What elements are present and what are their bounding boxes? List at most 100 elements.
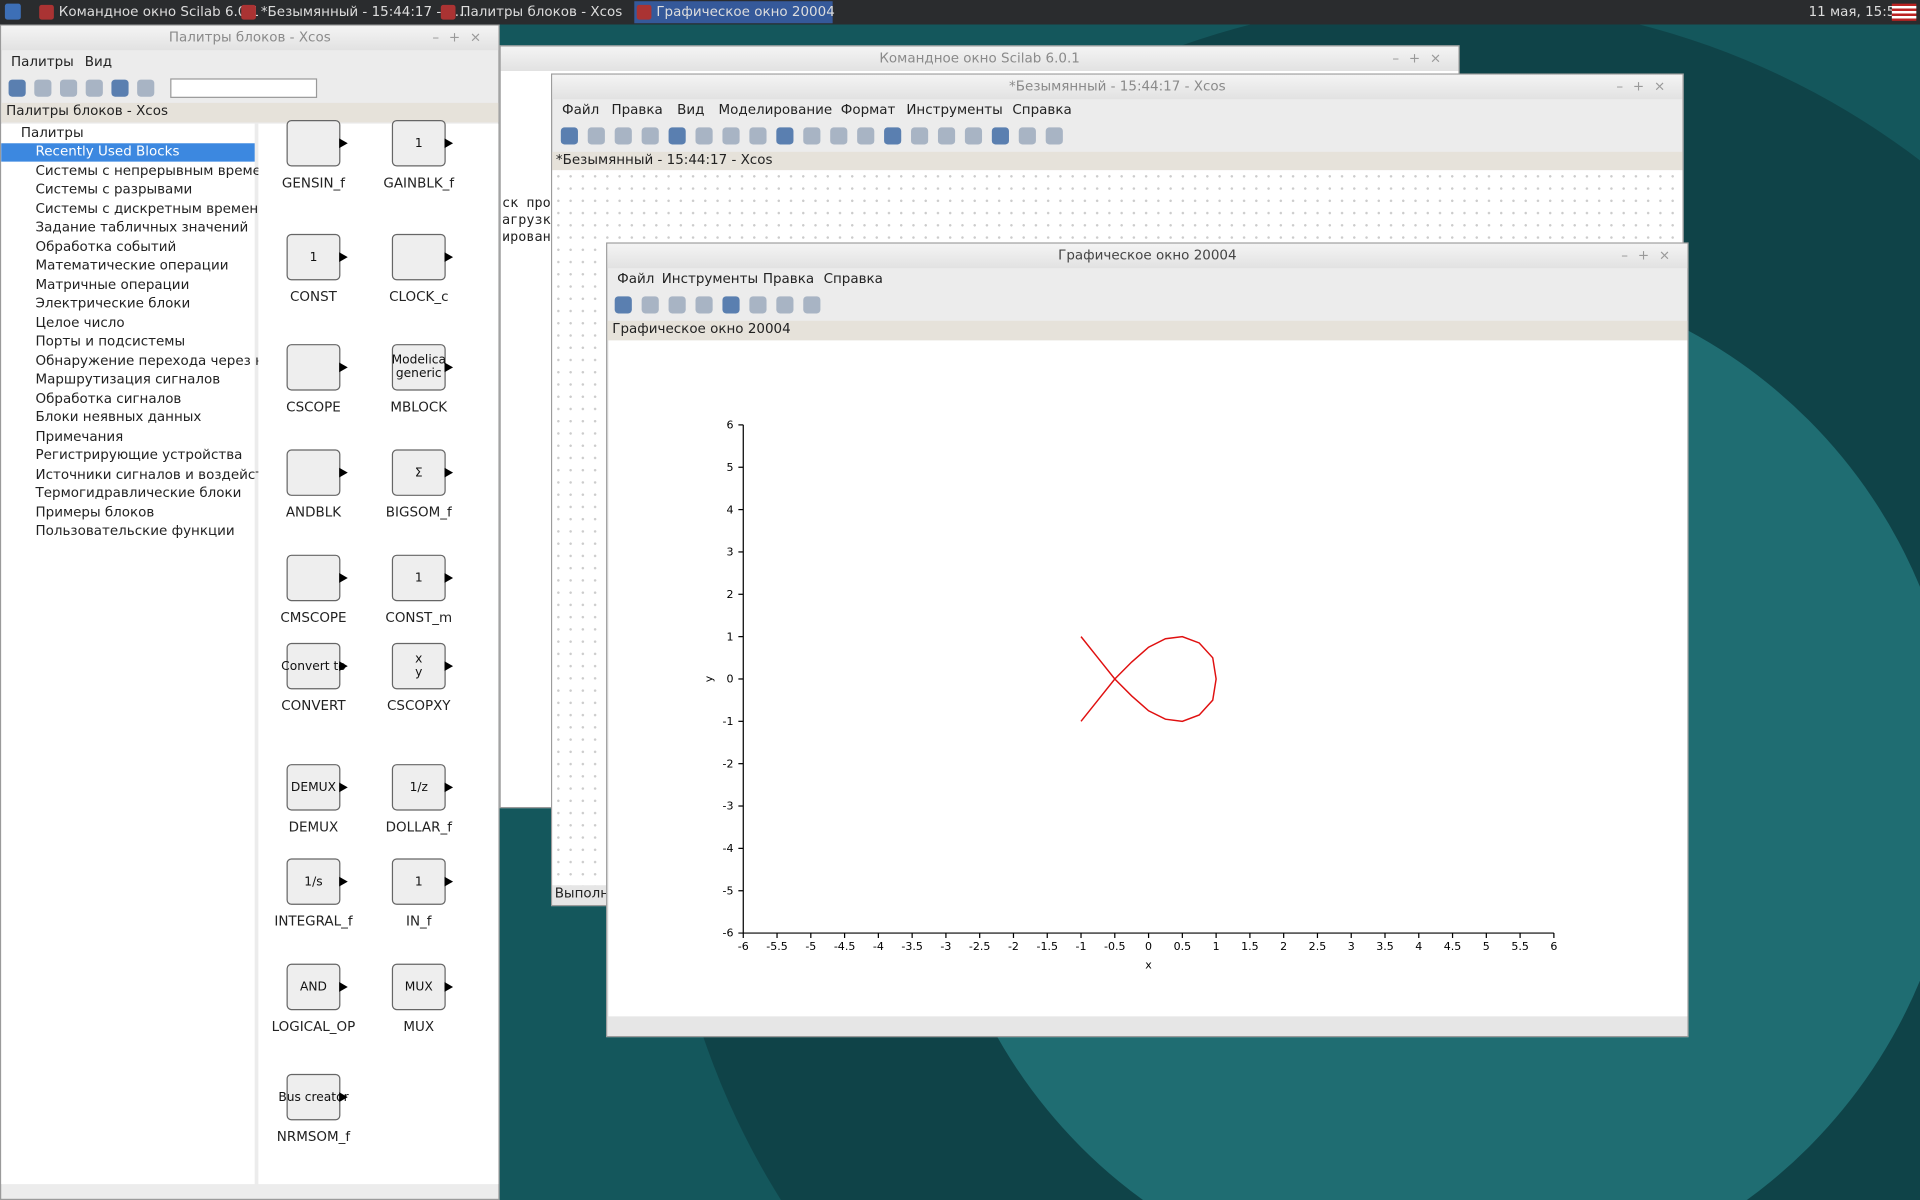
block-icon[interactable]: 1 bbox=[391, 120, 454, 167]
window-controls[interactable]: –+× bbox=[1621, 247, 1680, 264]
toolbar-button[interactable] bbox=[749, 296, 767, 314]
block-icon[interactable]: 1 bbox=[286, 233, 348, 281]
tree-item[interactable]: Матричные операции bbox=[1, 276, 254, 294]
toolbar-button[interactable] bbox=[60, 79, 78, 97]
menu-item[interactable]: Инструменты bbox=[661, 270, 759, 287]
menu-item[interactable]: Вид bbox=[84, 53, 113, 70]
toolbar-button[interactable] bbox=[749, 127, 767, 145]
toolbar-button[interactable] bbox=[668, 127, 686, 145]
block-icon[interactable] bbox=[286, 554, 348, 602]
tree-item[interactable]: Математические операции bbox=[1, 257, 254, 275]
block-icon[interactable]: Convert to bbox=[281, 642, 348, 690]
block-icon[interactable]: Bus creator bbox=[278, 1073, 349, 1121]
toolbar-button[interactable] bbox=[85, 79, 103, 97]
menu-item[interactable]: Файл bbox=[562, 101, 600, 118]
toolbar-button[interactable] bbox=[668, 296, 686, 314]
block-icon[interactable]: MUX bbox=[391, 963, 454, 1011]
tree-item[interactable]: Термогидравлические блоки bbox=[1, 485, 254, 503]
toolbar-button[interactable] bbox=[8, 79, 26, 97]
toolbar-button[interactable] bbox=[803, 296, 821, 314]
menu-item[interactable]: Правка bbox=[762, 270, 815, 287]
task-button[interactable]: *Безымянный - 15:44:17 - X... bbox=[239, 1, 468, 23]
menu-item[interactable]: Палитры bbox=[11, 53, 74, 70]
toolbar-button[interactable] bbox=[614, 296, 632, 314]
toolbar-button[interactable] bbox=[776, 127, 794, 145]
block-icon[interactable] bbox=[286, 344, 348, 391]
toolbar-button[interactable] bbox=[857, 127, 875, 145]
toolbar-button[interactable] bbox=[1018, 127, 1036, 145]
menu-item[interactable]: Справка bbox=[823, 270, 883, 287]
block-icon[interactable] bbox=[391, 233, 454, 281]
toolbar-button[interactable] bbox=[911, 127, 929, 145]
block-icon[interactable]: Σ bbox=[391, 449, 454, 496]
toolbar-button[interactable] bbox=[560, 127, 578, 145]
toolbar-button[interactable] bbox=[884, 127, 902, 145]
task-button[interactable]: Командное окно Scilab 6.0.1 bbox=[37, 1, 259, 23]
block-icon[interactable] bbox=[286, 449, 348, 496]
toolbar-button[interactable] bbox=[776, 296, 794, 314]
block-icon[interactable]: 1 bbox=[391, 858, 454, 905]
x-tick-label: -1.5 bbox=[1036, 940, 1058, 953]
tree-item[interactable]: Маршрутизация сигналов bbox=[1, 371, 254, 389]
task-button[interactable]: Палитры блоков - Xcos bbox=[438, 1, 634, 23]
tree-item[interactable]: Блоки неявных данных bbox=[1, 409, 254, 427]
tree-item[interactable]: Пользовательские функции bbox=[1, 523, 254, 541]
menu-item[interactable]: Моделирование bbox=[718, 101, 833, 118]
block-icon[interactable] bbox=[286, 120, 348, 167]
menu-item[interactable]: Инструменты bbox=[906, 101, 1003, 118]
toolbar-button[interactable] bbox=[614, 127, 632, 145]
tree-item[interactable]: Системы с непрерывным временем bbox=[1, 162, 289, 180]
toolbar-button[interactable] bbox=[964, 127, 983, 145]
tree-root[interactable]: Палитры bbox=[20, 124, 84, 141]
block-icon[interactable]: 1/s bbox=[286, 858, 348, 905]
tree-item[interactable]: Обнаружение перехода через нуль bbox=[1, 352, 289, 370]
toolbar-button[interactable] bbox=[641, 296, 659, 314]
tree-item-label: Примечания bbox=[35, 427, 124, 444]
tree-item[interactable]: Системы с дискретным временем bbox=[1, 200, 277, 218]
tree-item[interactable]: Примеры блоков bbox=[1, 504, 254, 522]
window-controls[interactable]: –+× bbox=[1616, 78, 1676, 95]
tree-item[interactable]: Электрические блоки bbox=[1, 295, 254, 313]
toolbar-button[interactable] bbox=[695, 127, 713, 145]
window-controls[interactable]: –+× bbox=[432, 29, 492, 46]
start-button[interactable] bbox=[4, 3, 21, 20]
toolbar-button[interactable] bbox=[803, 127, 821, 145]
tree-item[interactable]: Системы с разрывами bbox=[1, 181, 254, 199]
block-icon[interactable]: DEMUX bbox=[286, 764, 348, 811]
x-tick-label: -6 bbox=[738, 940, 749, 953]
block-icon[interactable]: 1/z bbox=[391, 764, 454, 811]
toolbar-button[interactable] bbox=[695, 296, 713, 314]
menu-item[interactable]: Формат bbox=[840, 101, 896, 118]
toolbar-button[interactable] bbox=[34, 79, 52, 97]
toolbar-button[interactable] bbox=[1045, 127, 1063, 145]
tree-item[interactable]: Регистрирующие устройства bbox=[1, 447, 254, 465]
window-controls[interactable]: –+× bbox=[1392, 50, 1452, 67]
tree-item[interactable]: Порты и подсистемы bbox=[1, 333, 254, 351]
tree-item[interactable]: Задание табличных значений bbox=[1, 219, 254, 237]
block-icon[interactable]: AND bbox=[286, 963, 348, 1011]
toolbar-button[interactable] bbox=[137, 79, 155, 97]
search-box[interactable] bbox=[170, 78, 318, 98]
toolbar-button[interactable] bbox=[991, 127, 1009, 145]
tree-item[interactable]: Источники сигналов и воздействий bbox=[1, 466, 289, 484]
toolbar-button[interactable] bbox=[641, 127, 659, 145]
tree-item[interactable]: Примечания bbox=[1, 428, 254, 446]
block-icon[interactable]: Modelica generic bbox=[392, 344, 454, 391]
toolbar-button[interactable] bbox=[587, 127, 605, 145]
menu-item[interactable]: Вид bbox=[677, 101, 705, 118]
toolbar-button[interactable] bbox=[722, 127, 740, 145]
tree-item[interactable]: Целое число bbox=[1, 314, 254, 332]
toolbar-button[interactable] bbox=[937, 127, 956, 145]
block-icon[interactable]: 1 bbox=[391, 554, 454, 602]
menu-item[interactable]: Файл bbox=[617, 270, 655, 287]
menu-item[interactable]: Справка bbox=[1012, 101, 1072, 118]
toolbar-button[interactable] bbox=[722, 296, 740, 314]
toolbar-button[interactable] bbox=[111, 79, 129, 97]
tree-item[interactable]: Обработка событий bbox=[1, 238, 254, 256]
toolbar-button[interactable] bbox=[830, 127, 848, 145]
tree-item[interactable]: Обработка сигналов bbox=[1, 390, 254, 408]
task-button[interactable]: Графическое окно 20004 bbox=[634, 1, 835, 24]
tree-item[interactable]: Recently Used Blocks bbox=[1, 143, 255, 162]
menu-item[interactable]: Правка bbox=[611, 101, 663, 118]
